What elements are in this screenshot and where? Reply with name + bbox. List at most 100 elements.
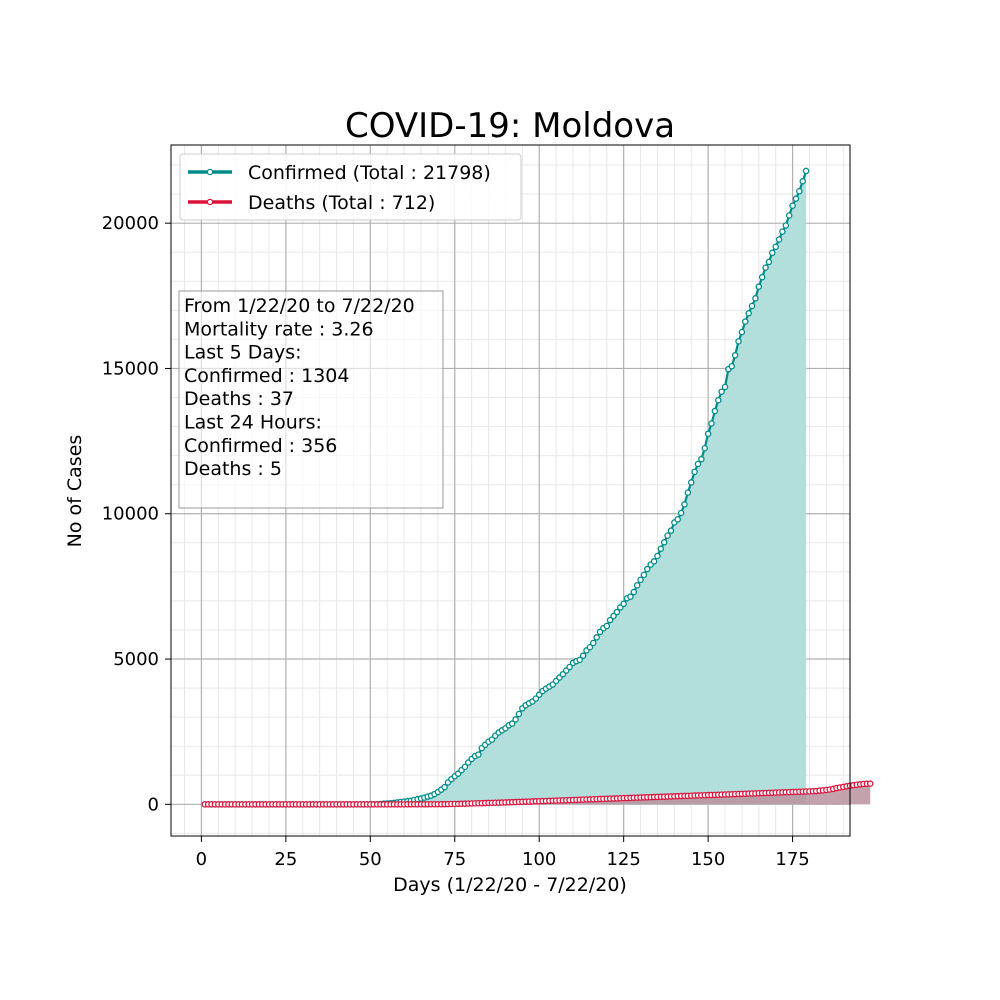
- data-point: [694, 460, 702, 468]
- data-point: [576, 656, 584, 664]
- data-point: [475, 751, 482, 758]
- legend-box: [179, 153, 522, 221]
- x-axis-label: Days (1/22/20 - 7/22/20): [393, 874, 627, 896]
- plot-area: 0 25 50 75 100 125 150 175 0 5000 10000 15000 20000 C…: [102, 144, 874, 870]
- y-tick-label: 15000: [102, 358, 159, 379]
- data-point: [657, 545, 665, 553]
- data-point: [654, 552, 661, 560]
- x-tick-label: 150: [691, 849, 725, 870]
- data-point: [745, 310, 752, 317]
- data-point: [515, 710, 523, 718]
- data-point: [660, 539, 668, 546]
- legend: Confirmed (Total : 21798) Deaths (Total :…: [179, 153, 522, 221]
- info-box-frame: [178, 290, 444, 509]
- data-point: [681, 501, 688, 508]
- x-tick-label: 75: [443, 849, 466, 870]
- data-point: [684, 489, 692, 496]
- data-point: [640, 571, 648, 579]
- info-line: Deaths : 37: [184, 388, 294, 410]
- data-point: [792, 195, 800, 202]
- series-1-markers: [201, 780, 874, 808]
- x-tick-label: 0: [196, 849, 207, 870]
- data-point: [802, 167, 810, 175]
- info-line: Last 24 Hours:: [184, 412, 322, 434]
- data-point: [664, 532, 671, 539]
- data-point: [644, 565, 651, 573]
- data-point: [650, 558, 658, 565]
- chart-title: COVID-19: Moldova: [345, 106, 675, 146]
- data-point: [715, 396, 722, 404]
- data-point: [606, 616, 614, 624]
- series-0-area: [204, 170, 807, 805]
- series-1-area: [204, 783, 871, 805]
- data-point: [789, 202, 796, 209]
- data-point: [711, 407, 719, 415]
- data-point: [799, 178, 806, 185]
- data-point: [586, 643, 594, 651]
- data-point: [579, 652, 587, 659]
- data-point: [779, 228, 786, 235]
- data-point: [762, 264, 769, 271]
- data-point: [630, 588, 638, 596]
- data-point: [691, 468, 698, 476]
- data-point: [508, 720, 516, 727]
- data-point: [590, 639, 597, 647]
- info-line: Deaths : 5: [184, 458, 282, 480]
- data-point: [613, 608, 621, 616]
- info-line: From 1/22/20 to 7/22/20: [184, 295, 415, 317]
- x-tick-label: 175: [775, 849, 809, 870]
- x-tick-label: 25: [274, 849, 297, 870]
- data-point: [488, 736, 496, 743]
- data-point: [775, 236, 783, 243]
- plot-frame: [170, 144, 851, 837]
- info-line: Confirmed : 356: [184, 435, 337, 457]
- data-point: [721, 383, 729, 391]
- data-point: [461, 763, 469, 771]
- data-point: [637, 576, 644, 584]
- data-point: [532, 695, 540, 702]
- data-point: [633, 582, 641, 589]
- legend-label: Confirmed (Total : 21798): [248, 162, 491, 184]
- info-line: Last 5 Days:: [184, 342, 302, 364]
- info-line: Confirmed : 1304: [184, 365, 349, 387]
- data-point: [708, 420, 715, 427]
- data-point: [735, 338, 742, 345]
- x-tick-label: 50: [359, 849, 382, 870]
- data-point: [867, 780, 874, 787]
- data-point: [687, 479, 695, 486]
- x-tick-label: 125: [606, 849, 640, 870]
- data-point: [701, 444, 708, 452]
- legend-marker: [206, 198, 214, 206]
- data-point: [772, 243, 779, 251]
- legend-label: Deaths (Total : 712): [248, 192, 435, 214]
- y-tick-label: 0: [148, 794, 159, 815]
- data-point: [512, 716, 519, 723]
- data-point: [593, 634, 600, 641]
- data-point: [603, 622, 611, 630]
- data-point: [758, 273, 766, 281]
- info-line: Mortality rate : 3.26: [184, 318, 374, 340]
- y-tick-label: 10000: [102, 504, 159, 525]
- data-point: [785, 212, 793, 219]
- data-point: [731, 352, 739, 359]
- data-point: [627, 593, 634, 600]
- data-point: [738, 328, 746, 336]
- data-point: [748, 302, 756, 310]
- data-point: [441, 783, 448, 791]
- data-point: [610, 612, 617, 620]
- data-point: [674, 516, 681, 523]
- data-point: [566, 663, 573, 671]
- data-point: [728, 362, 736, 370]
- y-axis-label: No of Cases: [64, 435, 86, 548]
- data-point: [755, 283, 763, 290]
- data-point: [667, 527, 675, 534]
- legend-marker: [206, 168, 214, 176]
- data-point: [796, 188, 803, 195]
- data-point: [704, 430, 712, 438]
- data-point: [769, 249, 776, 257]
- data-point: [742, 318, 749, 325]
- data-point: [718, 388, 725, 395]
- data-point: [765, 258, 773, 266]
